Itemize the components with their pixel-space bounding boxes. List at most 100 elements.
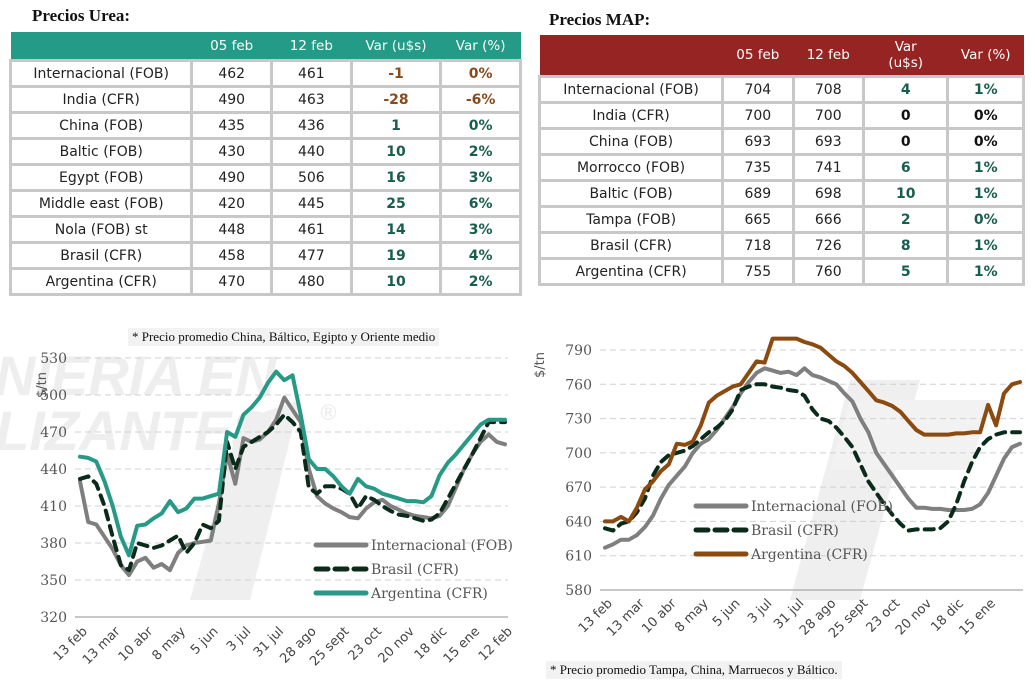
variation-usd: 2 — [861, 205, 950, 234]
map-table-header: 05 feb 12 feb Var (u$s) Var (%) — [539, 35, 1024, 77]
watermark-line2: LIZANTES — [0, 399, 269, 462]
map-section-title: Precios MAP: — [549, 10, 651, 29]
x-tick-label: 31 jul — [771, 596, 807, 632]
value-12feb: 741 — [791, 153, 865, 182]
value-05feb: 704 — [721, 75, 795, 104]
row-label: Argentina (CFR) — [537, 257, 725, 286]
variation-pct: 1% — [946, 179, 1025, 208]
series-line-internacional-fob — [78, 395, 507, 578]
x-tick-label: 5 jun — [188, 624, 222, 658]
value-05feb: 665 — [721, 205, 795, 234]
table-row: Tampa (FOB) 665 666 2 0% — [537, 205, 1025, 234]
header-var-line2: (u$s) — [888, 55, 924, 71]
variation-usd: 4 — [861, 75, 950, 104]
row-label: Morrocco (FOB) — [537, 153, 725, 182]
y-tick-label: 530 — [40, 351, 67, 367]
value-12feb: 698 — [791, 179, 865, 208]
y-tick-label: 500 — [40, 388, 67, 404]
map-price-table: 05 feb 12 feb Var (u$s) Var (%) Internaci… — [537, 35, 1025, 286]
y-tick-label: 760 — [565, 377, 592, 393]
header-label — [10, 32, 192, 61]
header-var-usd: Var (u$s) — [863, 35, 948, 77]
urea-footnote: * Precio promedio China, Báltico, Egipto… — [128, 328, 440, 346]
y-axis-label: $/tn — [35, 372, 50, 398]
row-label: China (FOB) — [537, 127, 725, 156]
urea-price-table: 05 feb 12 feb Var (u$s) Var (%) Internac… — [8, 32, 522, 296]
variation-pct: 2% — [439, 137, 522, 166]
variation-pct: 2% — [439, 267, 522, 296]
row-label: Egypt (FOB) — [8, 163, 194, 192]
table-row: China (FOB) 693 693 0 0% — [537, 127, 1025, 156]
header-var-usd: Var (u$s) — [351, 32, 441, 61]
x-tick-label: 13 mar — [604, 596, 648, 640]
variation-usd: -1 — [349, 59, 443, 88]
table-row: Internacional (FOB) 462 461 -1 0% — [8, 59, 522, 88]
variation-pct: 0% — [946, 127, 1025, 156]
table-row: Middle east (FOB) 420 445 25 6% — [8, 189, 522, 218]
row-label: Tampa (FOB) — [537, 205, 725, 234]
row-label: Baltic (FOB) — [8, 137, 194, 166]
legend-label: Internacional (FOB) — [371, 538, 513, 554]
variation-pct: 1% — [946, 231, 1025, 260]
table-row: Internacional (FOB) 704 708 4 1% — [537, 75, 1025, 104]
value-12feb: 440 — [270, 137, 353, 166]
urea-section-title: Precios Urea: — [32, 6, 131, 25]
variation-usd: 16 — [349, 163, 443, 192]
value-05feb: 755 — [721, 257, 795, 286]
table-row: India (CFR) 490 463 -28 -6% — [8, 85, 522, 114]
table-row: Baltic (FOB) 689 698 10 1% — [537, 179, 1025, 208]
map-footnote: * Precio promedio Tampa, China, Marrueco… — [546, 661, 842, 679]
row-label: India (CFR) — [8, 85, 194, 114]
variation-pct: 1% — [946, 153, 1025, 182]
value-12feb: 666 — [791, 205, 865, 234]
variation-usd: 25 — [349, 189, 443, 218]
value-05feb: 462 — [190, 59, 274, 88]
row-label: Internacional (FOB) — [537, 75, 725, 104]
x-tick-label: 5 jun — [710, 596, 744, 630]
value-12feb: 480 — [270, 267, 353, 296]
variation-pct: 4% — [439, 241, 522, 270]
variation-pct: -6% — [439, 85, 522, 114]
x-tick-label: 28 ago — [797, 596, 839, 638]
variation-usd: 10 — [861, 179, 950, 208]
value-05feb: 490 — [190, 85, 274, 114]
watermark-logo-shape-map — [790, 380, 920, 600]
table-row: Nola (FOB) st 448 461 14 3% — [8, 215, 522, 244]
x-tick-label: 13 feb — [576, 596, 616, 636]
x-tick-label: 15 ene — [957, 596, 999, 638]
x-tick-label: 23 oct — [864, 596, 904, 636]
x-tick-label: 20 nov — [893, 596, 935, 638]
table-row: Argentina (CFR) 755 760 5 1% — [537, 257, 1025, 286]
series-line-brasil-cfr — [78, 412, 507, 573]
variation-usd: 8 — [861, 231, 950, 260]
legend-label: Argentina (CFR) — [370, 586, 488, 602]
y-tick-label: 790 — [565, 343, 592, 359]
urea-table-header: 05 feb 12 feb Var (u$s) Var (%) — [10, 32, 521, 61]
row-label: Brasil (CFR) — [537, 231, 725, 260]
variation-pct: 0% — [946, 205, 1025, 234]
variation-usd: -28 — [349, 85, 443, 114]
x-tick-label: 10 abr — [116, 624, 157, 665]
value-05feb: 718 — [721, 231, 795, 260]
y-tick-label: 670 — [565, 480, 592, 496]
variation-usd: 6 — [861, 153, 950, 182]
variation-pct: 1% — [946, 257, 1025, 286]
chart-legend: Internacional (FOB) Brasil (CFR) Argentina… — [313, 538, 513, 602]
y-tick-label: 730 — [565, 412, 592, 428]
row-label: Middle east (FOB) — [8, 189, 194, 218]
x-tick-label: 20 nov — [376, 624, 418, 666]
value-12feb: 693 — [791, 127, 865, 156]
watermark-logo-bar-map — [830, 400, 990, 470]
x-tick-label: 28 ago — [277, 624, 319, 666]
y-tick-label: 440 — [40, 462, 67, 478]
value-12feb: 477 — [270, 241, 353, 270]
value-05feb: 435 — [190, 111, 274, 140]
legend-label: Argentina (CFR) — [750, 547, 868, 563]
x-tick-label: 10 abr — [639, 596, 680, 637]
x-tick-label: 8 may — [149, 624, 189, 664]
x-tick-label: 8 may — [672, 596, 712, 636]
y-tick-label: 410 — [40, 499, 67, 515]
x-tick-label: 3 jul — [745, 596, 775, 626]
series-line-internacional-fob — [603, 366, 1022, 550]
legend-label: Internacional (FOB) — [751, 499, 893, 515]
